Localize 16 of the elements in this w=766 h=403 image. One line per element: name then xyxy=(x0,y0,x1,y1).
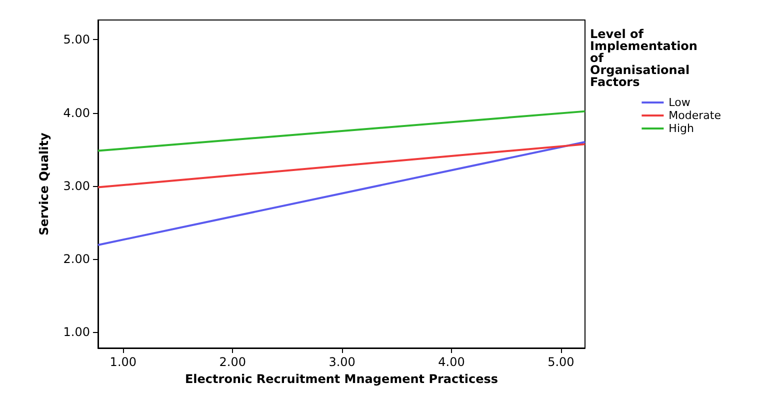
x-tick-label: 2.00 xyxy=(219,355,246,369)
y-tick-label: 3.00 xyxy=(63,178,90,193)
legend-label: Low xyxy=(668,96,690,109)
x-axis-title: Electronic Recruitment Mnagement Practicess xyxy=(184,372,498,386)
y-tick-label: 5.00 xyxy=(63,32,90,47)
x-tick-label: 5.00 xyxy=(548,355,574,369)
legend-title: Level of Implementation of Organisational Factors xyxy=(590,27,698,89)
x-tick-label: 4.00 xyxy=(438,355,465,369)
legend-label: High xyxy=(668,122,694,135)
y-tick-label: 4.00 xyxy=(63,106,90,120)
y-tick-label: 2.00 xyxy=(63,252,90,266)
legend-label: Moderate xyxy=(668,109,722,122)
x-tick-label: 1.00 xyxy=(110,355,137,369)
y-axis-title: Service Quality xyxy=(37,132,51,236)
x-tick-label: 3.00 xyxy=(328,355,356,369)
y-tick-label: 1.00 xyxy=(63,324,90,339)
